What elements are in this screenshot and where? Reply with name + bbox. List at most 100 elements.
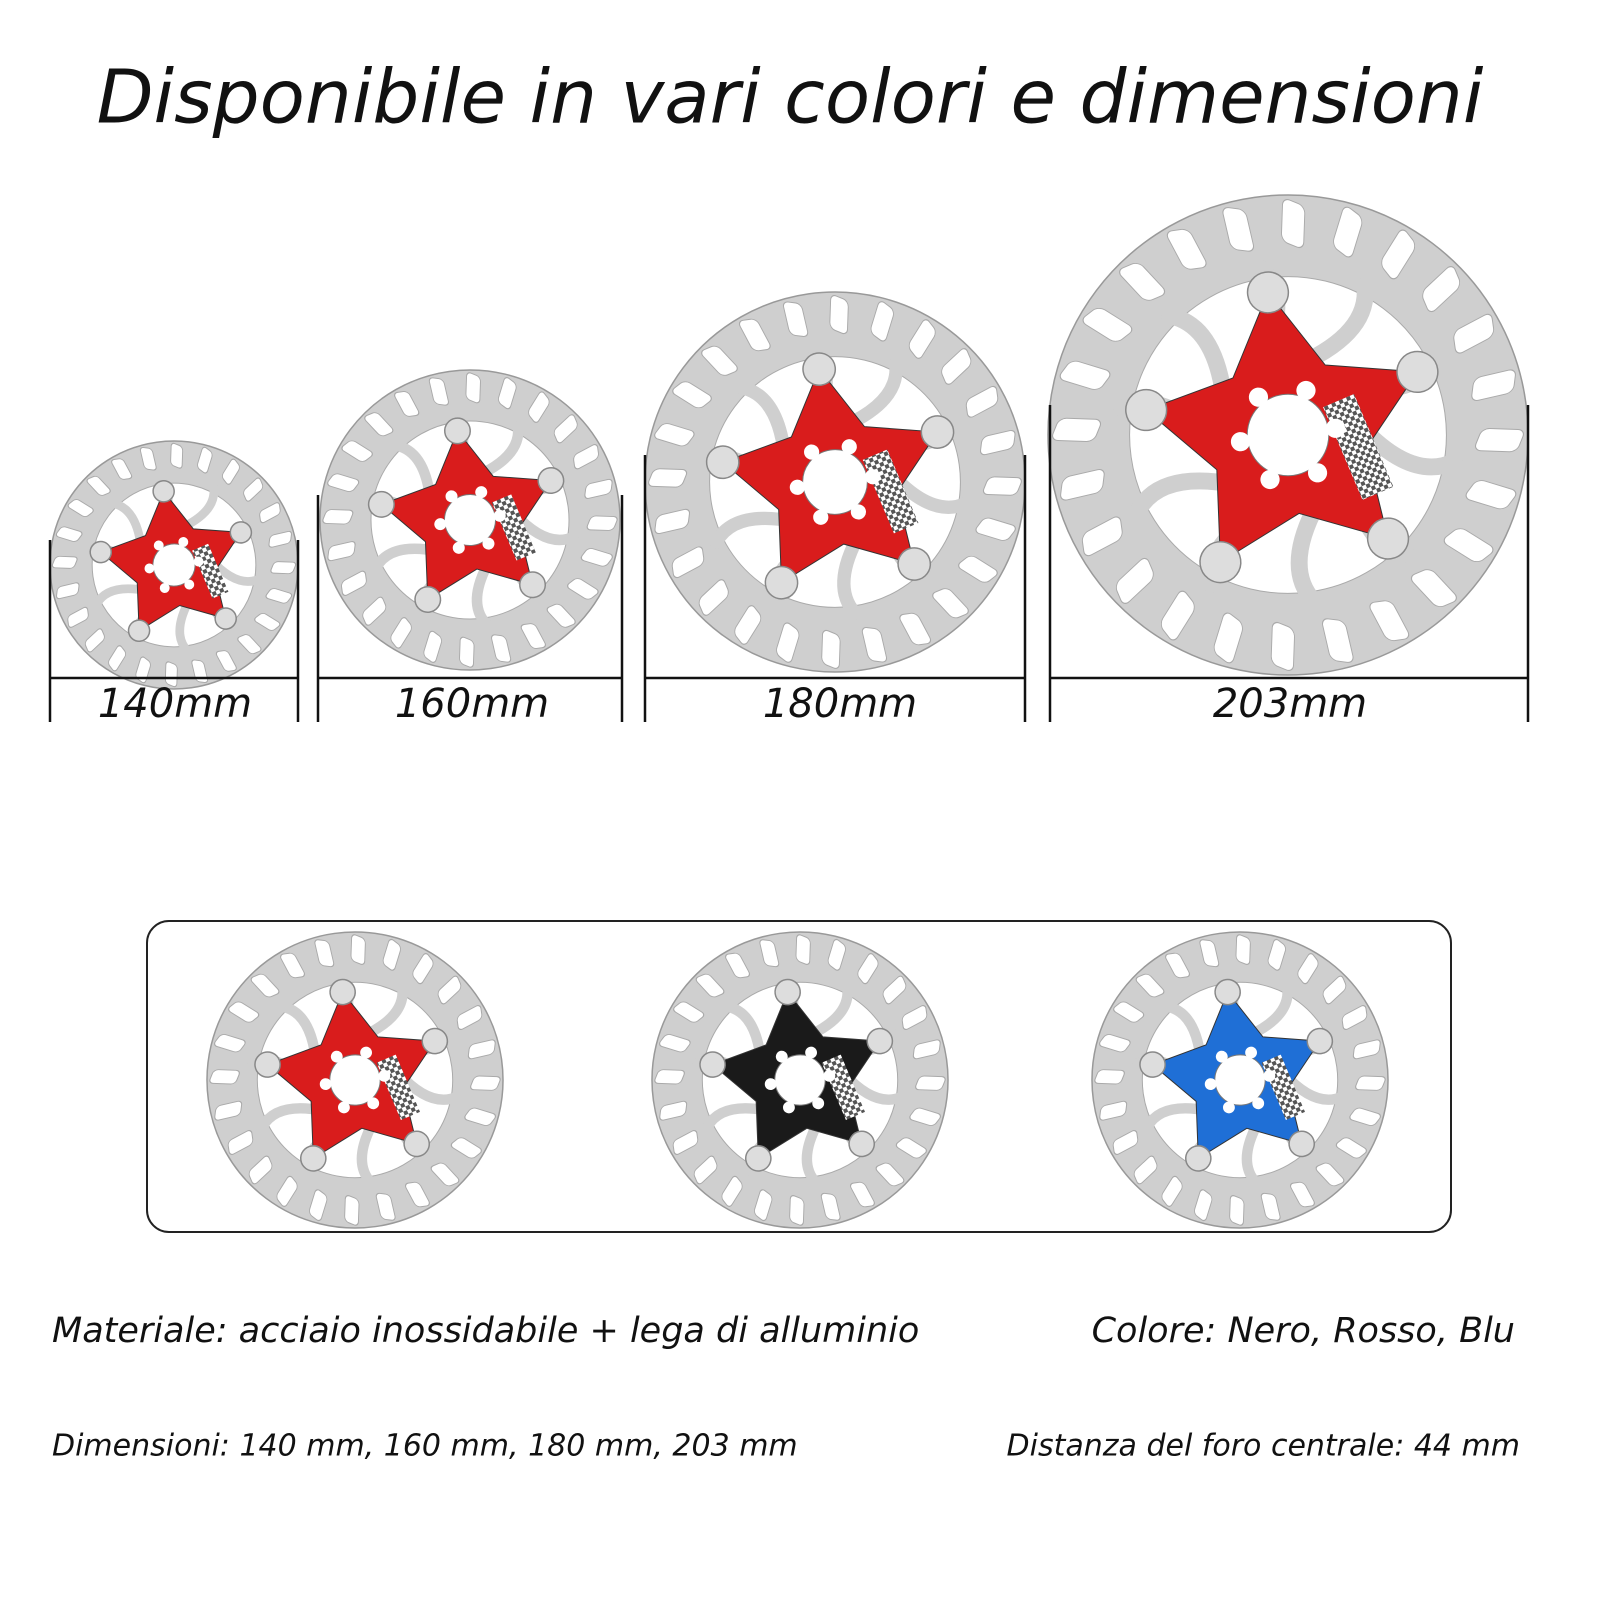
rotor-slot: [1199, 939, 1220, 968]
rotor-slot: [1098, 1034, 1131, 1053]
center-notch: [782, 1101, 795, 1114]
rivet: [229, 521, 253, 544]
center-notch: [159, 583, 170, 593]
rotor-slot: [695, 973, 725, 998]
rotor-slot: [721, 1175, 743, 1207]
rotor-slot: [139, 446, 157, 471]
rotor-slot: [573, 444, 599, 470]
rotor-slot: [1194, 1189, 1213, 1222]
rotor-slot: [214, 1100, 243, 1121]
rotor-slot: [1333, 206, 1363, 258]
rotor-slot: [470, 1075, 501, 1091]
center-notch: [1263, 1069, 1276, 1082]
rivet: [1184, 1145, 1212, 1172]
rivet: [866, 1027, 894, 1055]
rotor-slot: [350, 934, 366, 965]
rotor-slot: [829, 295, 849, 335]
rotor-slot: [314, 939, 335, 968]
rivet: [519, 571, 547, 599]
rotor-slot: [498, 377, 517, 410]
rivet: [1288, 1130, 1316, 1158]
rotor-slot: [215, 650, 237, 672]
rivet: [699, 1051, 726, 1078]
center-notch: [1245, 1046, 1258, 1059]
rotor-slot: [1352, 1039, 1381, 1060]
center-notch: [452, 541, 465, 554]
center-notch: [823, 1069, 836, 1082]
rotor-slot: [584, 478, 613, 499]
brake-rotor: [49, 440, 299, 690]
center-notch: [337, 1101, 350, 1114]
rotor-slot: [882, 975, 907, 1005]
rivet: [897, 547, 932, 581]
rotor-slot: [135, 656, 151, 684]
rotor-slot: [248, 1155, 273, 1185]
rotor-slot: [1474, 428, 1524, 453]
rotor-slot: [364, 412, 394, 437]
rotor-slot: [654, 423, 695, 447]
rotor-slot: [827, 938, 846, 971]
rotor-slot: [1315, 1162, 1345, 1187]
center-notch: [1325, 418, 1346, 438]
center-notch: [445, 490, 458, 503]
rivet: [89, 540, 113, 564]
rotor-slot: [1165, 952, 1191, 979]
center-notch: [1222, 1101, 1235, 1114]
center-notch: [850, 504, 866, 520]
rivet: [1246, 271, 1290, 314]
rotor-slot: [673, 1001, 705, 1023]
rotor-slot: [725, 952, 751, 979]
rotor-slot: [895, 1137, 927, 1159]
rotor-slot: [55, 526, 83, 542]
rotor-slot: [1235, 934, 1251, 965]
rotor-slot: [979, 429, 1016, 456]
rotor-slot: [759, 939, 780, 968]
rivet: [774, 978, 801, 1006]
rotor-slot: [1322, 975, 1347, 1005]
rivet: [443, 417, 471, 445]
rotor-slot: [795, 934, 811, 965]
rotor-slot: [528, 391, 550, 423]
center-notch: [841, 439, 857, 455]
rotor-slot: [1082, 307, 1133, 342]
brake-rotor: [1047, 194, 1529, 676]
rotor-slot: [456, 1005, 483, 1031]
rivet: [152, 480, 175, 503]
rivet: [848, 1130, 876, 1158]
rotor-slot: [1355, 1075, 1386, 1091]
rivet: [414, 585, 442, 613]
rotor-slot: [322, 509, 354, 525]
rotor-slot: [491, 634, 512, 663]
rotor-slot: [1341, 1005, 1368, 1031]
rivet: [1139, 1051, 1166, 1078]
rotor-slot: [789, 1195, 805, 1226]
rotor-slot: [467, 1039, 496, 1060]
rotor-slot: [1270, 621, 1295, 671]
color-box: [146, 920, 1452, 1233]
center-notch: [1252, 1097, 1265, 1110]
rotor-slot: [776, 622, 800, 663]
center-notch: [1260, 469, 1280, 490]
brake-rotor: [206, 931, 504, 1229]
rotor-slot: [1112, 1129, 1139, 1155]
rotor-slot: [250, 973, 280, 998]
rotor-slot: [459, 636, 475, 668]
rotor-slot: [1471, 369, 1516, 402]
size-label: 180mm: [763, 681, 917, 727]
rivet: [421, 1027, 449, 1055]
rotor-slot: [394, 391, 420, 417]
rotor-slot: [654, 508, 691, 535]
rotor-slot: [1335, 1137, 1367, 1159]
center-notch: [178, 537, 189, 547]
rotor-slot: [276, 1175, 298, 1207]
rotor-slot: [553, 414, 578, 444]
rotor-slot: [1119, 262, 1166, 301]
rotor-slot: [698, 579, 729, 616]
rotor-slot: [1260, 1192, 1281, 1221]
rotor-slot: [254, 613, 281, 631]
rotor-slot: [580, 548, 613, 567]
rotor-slot: [1443, 528, 1494, 563]
rivet: [537, 467, 565, 495]
rotor-slot: [1052, 417, 1102, 442]
